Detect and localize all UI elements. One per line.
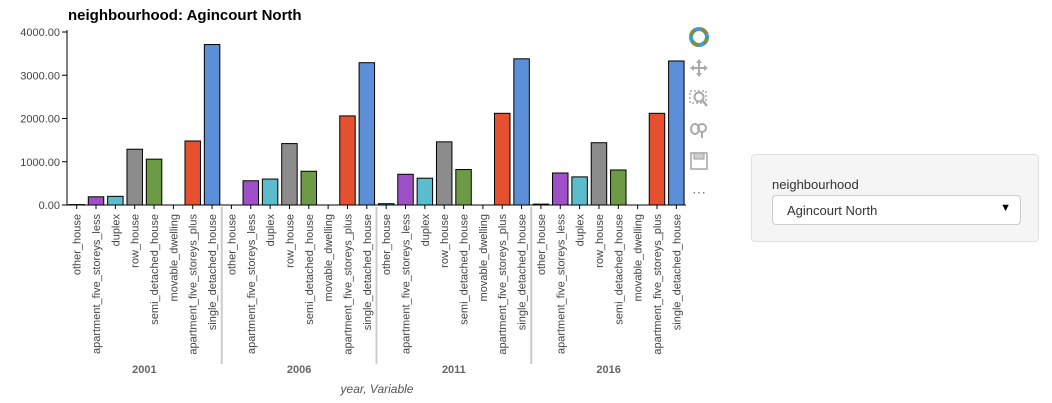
pan-icon[interactable] bbox=[688, 57, 710, 79]
bar bbox=[145, 158, 163, 206]
x-tick-label: single_detached_house bbox=[362, 214, 374, 330]
x-tick-label: other_house bbox=[72, 214, 84, 275]
x-tick-label: row_house bbox=[130, 214, 142, 268]
y-tick-label: 0.00 bbox=[39, 200, 60, 212]
bar bbox=[455, 169, 472, 206]
x-tick-label: row_house bbox=[439, 214, 451, 268]
bar bbox=[416, 177, 434, 206]
x-tick-label: semi_detached_house bbox=[613, 214, 625, 325]
bar bbox=[281, 143, 298, 206]
chevron-down-icon: ▼ bbox=[1000, 202, 1011, 214]
group-label: 2011 bbox=[442, 364, 466, 376]
x-tick-label: duplex bbox=[265, 214, 277, 247]
bar bbox=[493, 112, 511, 206]
wheel-zoom-icon[interactable] bbox=[688, 119, 710, 141]
bar bbox=[107, 195, 124, 206]
widget-panel: neighbourhood Agincourt North ▼ bbox=[751, 154, 1039, 242]
box-zoom-icon[interactable] bbox=[688, 88, 710, 110]
bar bbox=[87, 196, 105, 206]
x-tick-label: semi_detached_house bbox=[149, 214, 161, 325]
bar bbox=[300, 170, 318, 206]
x-tick-label: movable_dwelling bbox=[633, 214, 645, 301]
x-tick-label: other_house bbox=[536, 214, 548, 275]
x-tick-label: movable_dwelling bbox=[168, 214, 180, 301]
x-axis-label: year, Variable bbox=[340, 382, 414, 396]
y-tick-label: 3000.00 bbox=[20, 70, 60, 82]
x-tick-label: single_detached_house bbox=[517, 214, 529, 330]
group-label: 2001 bbox=[132, 364, 156, 376]
bar bbox=[668, 60, 685, 206]
y-tick-label: 2000.00 bbox=[20, 114, 60, 126]
more-icon[interactable]: ⋯ bbox=[692, 184, 706, 200]
bokeh-logo-icon[interactable] bbox=[688, 26, 710, 48]
neighbourhood-select[interactable]: Agincourt North ▼ bbox=[772, 195, 1021, 225]
neighbourhood-label: neighbourhood bbox=[772, 177, 859, 192]
x-tick-label: semi_detached_house bbox=[459, 214, 471, 325]
x-tick-label: apartment_five_storeys_plus bbox=[652, 214, 664, 355]
x-tick-label: single_detached_house bbox=[207, 214, 219, 330]
x-tick-label: apartment_five_storeys_plus bbox=[342, 214, 354, 355]
x-tick-label: other_house bbox=[381, 214, 393, 275]
chart-toolbar: ⋯ bbox=[687, 26, 711, 212]
bar bbox=[513, 58, 530, 206]
x-tick-label: apartment_five_storeys_less bbox=[401, 214, 413, 355]
bar bbox=[397, 173, 414, 206]
bar bbox=[377, 203, 395, 206]
bar bbox=[184, 140, 201, 206]
x-tick-label: semi_detached_house bbox=[304, 214, 316, 325]
group-label: 2016 bbox=[596, 364, 620, 376]
save-icon[interactable] bbox=[688, 150, 710, 172]
bar bbox=[261, 178, 279, 206]
group-label: 2006 bbox=[287, 364, 311, 376]
x-tick-label: duplex bbox=[420, 214, 432, 247]
y-tick-label: 4000.00 bbox=[20, 27, 60, 39]
x-tick-label: duplex bbox=[110, 214, 122, 247]
x-tick-label: apartment_five_storeys_plus bbox=[188, 214, 200, 355]
x-tick-label: apartment_five_storeys_less bbox=[555, 214, 567, 355]
bar bbox=[532, 203, 550, 206]
y-tick-label: 1000.00 bbox=[20, 157, 60, 169]
neighbourhood-selected-value: Agincourt North bbox=[787, 203, 878, 218]
bar bbox=[590, 142, 608, 206]
x-tick-label: apartment_five_storeys_less bbox=[246, 214, 258, 355]
bar bbox=[242, 180, 260, 206]
x-tick-label: apartment_five_storeys_less bbox=[91, 214, 103, 355]
x-tick-label: other_house bbox=[226, 214, 238, 275]
bar bbox=[571, 176, 588, 206]
bar bbox=[610, 169, 627, 206]
x-tick-label: row_house bbox=[284, 214, 296, 268]
bar bbox=[358, 62, 376, 206]
bar bbox=[648, 112, 666, 206]
bar bbox=[552, 172, 569, 206]
bar bbox=[435, 141, 453, 206]
bar bbox=[339, 115, 356, 206]
x-tick-label: movable_dwelling bbox=[478, 214, 490, 301]
x-tick-label: duplex bbox=[575, 214, 587, 247]
x-tick-label: apartment_five_storeys_plus bbox=[497, 214, 509, 355]
chart-title: neighbourhood: Agincourt North bbox=[68, 7, 302, 24]
bar bbox=[203, 44, 221, 206]
bar bbox=[126, 148, 143, 206]
x-tick-label: single_detached_house bbox=[671, 214, 683, 330]
x-tick-label: row_house bbox=[594, 214, 606, 268]
x-tick-label: movable_dwelling bbox=[323, 214, 335, 301]
